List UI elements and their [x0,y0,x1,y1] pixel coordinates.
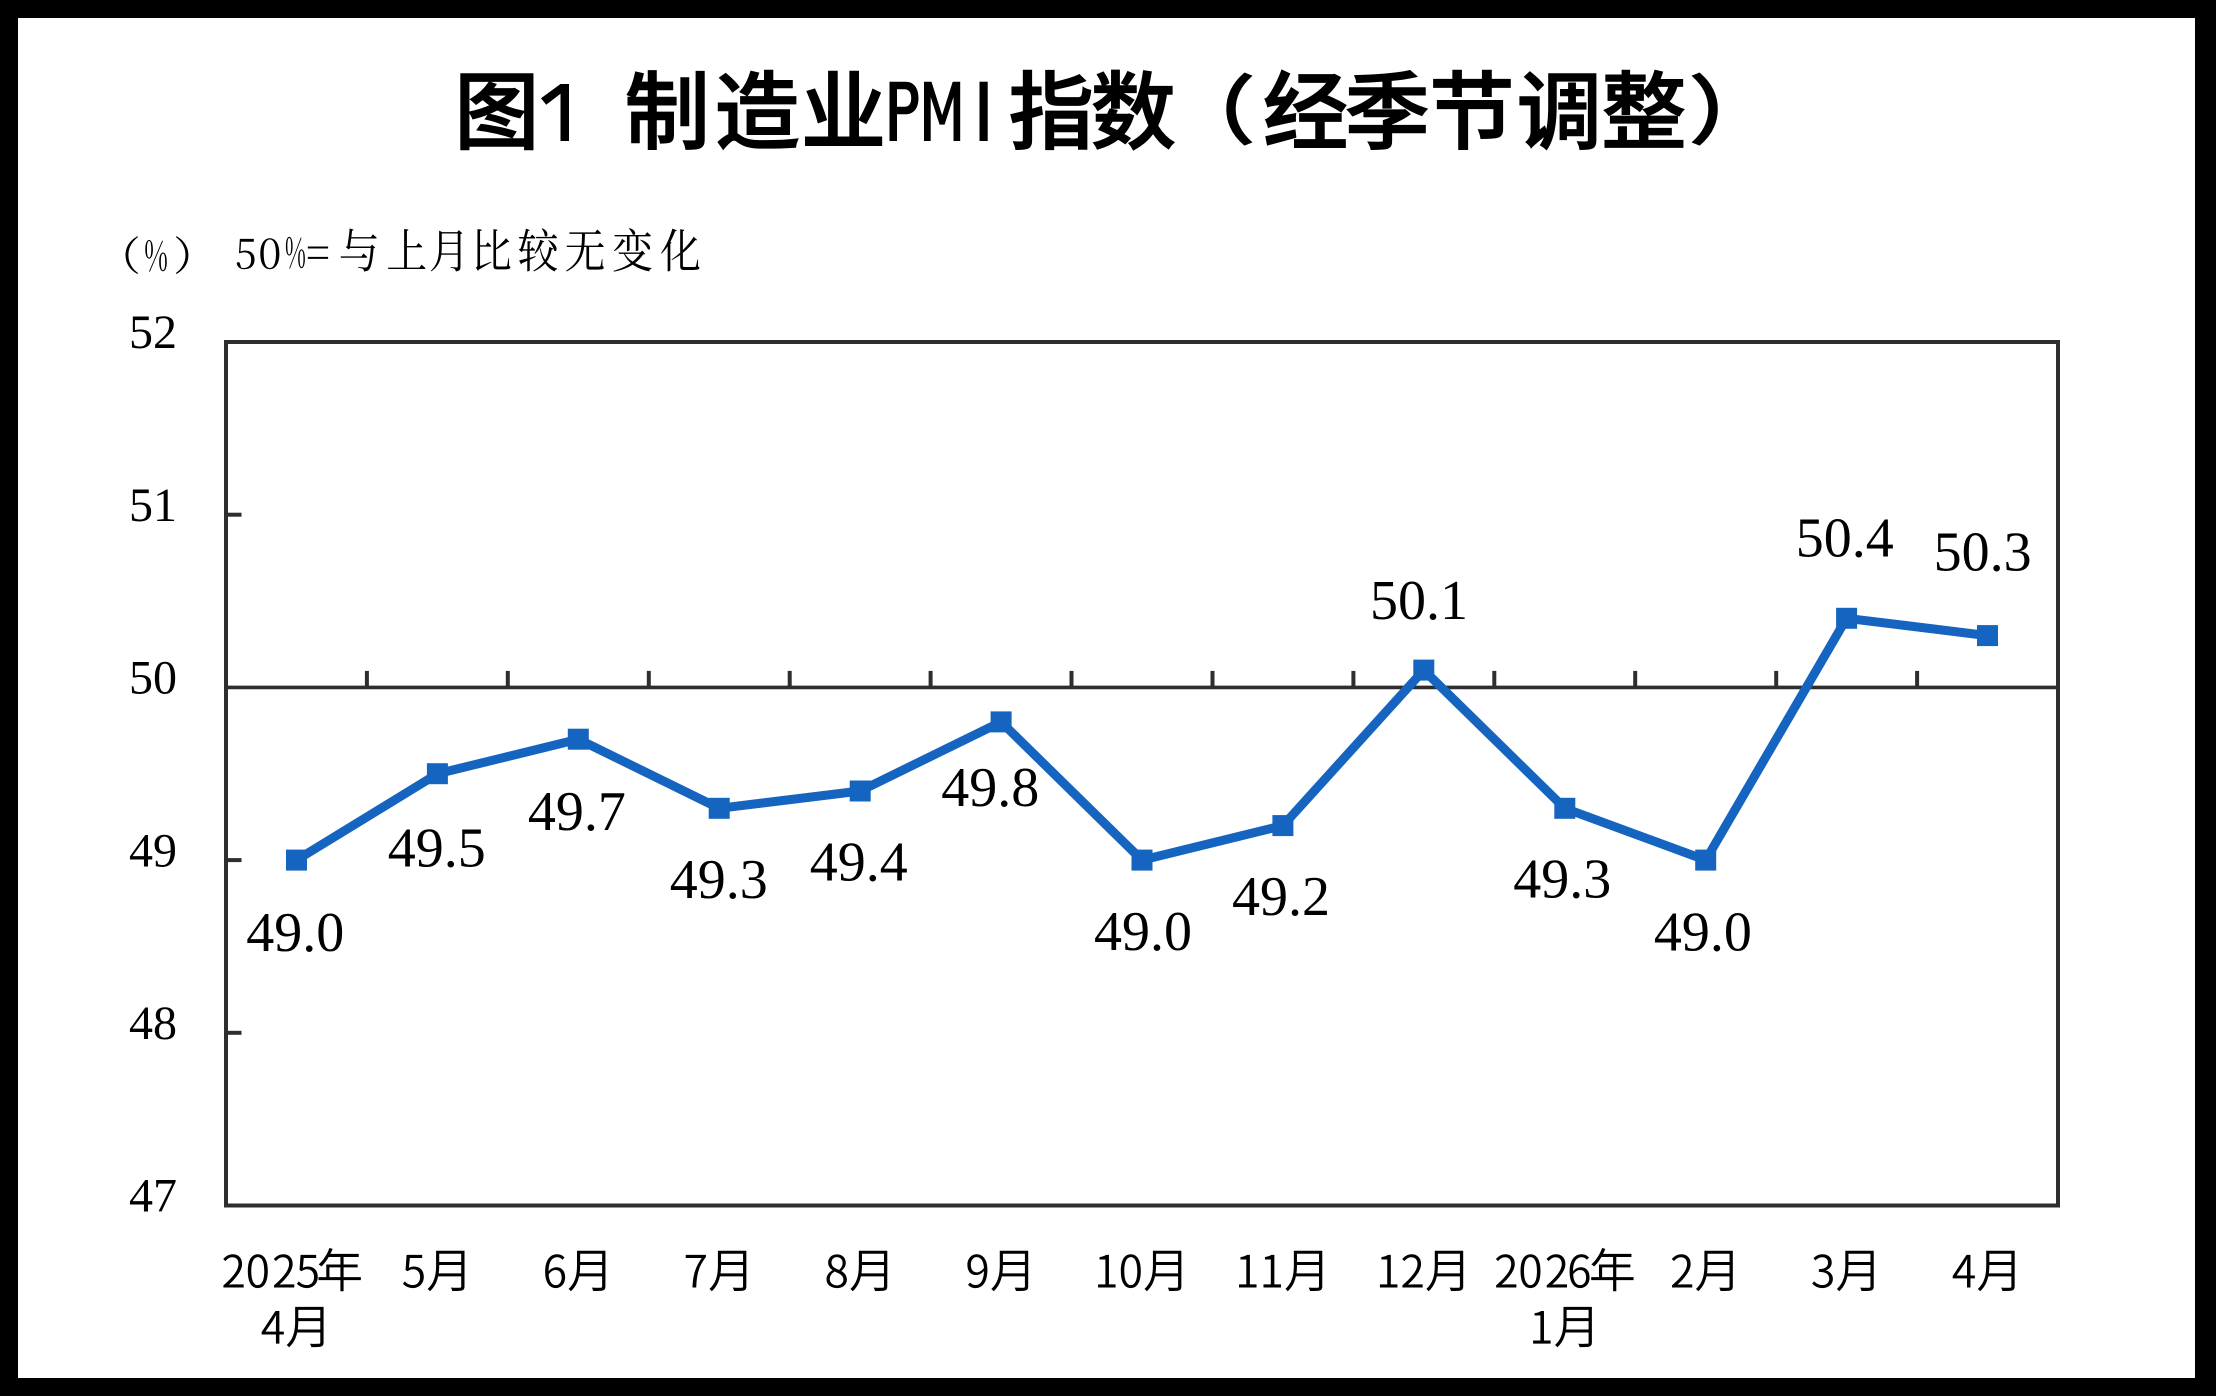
svg-text:50.3: 50.3 [1934,522,2032,584]
svg-text:49.0: 49.0 [1654,902,1752,964]
svg-text:47: 47 [129,1170,177,1223]
svg-text:49.8: 49.8 [941,757,1039,819]
svg-text:51: 51 [129,479,177,532]
svg-text:50.4: 50.4 [1796,507,1894,569]
svg-text:49.0: 49.0 [246,902,344,964]
svg-text:52: 52 [129,306,177,359]
svg-text:48: 48 [129,997,177,1050]
svg-text:49.2: 49.2 [1232,866,1330,928]
svg-text:50.1: 50.1 [1370,570,1468,632]
svg-text:49.3: 49.3 [670,849,768,911]
svg-text:49.7: 49.7 [528,781,626,843]
svg-text:50: 50 [129,652,177,705]
svg-text:49.3: 49.3 [1513,848,1611,910]
svg-text:49.4: 49.4 [810,831,908,893]
svg-text:49.0: 49.0 [1094,901,1192,963]
svg-text:49.5: 49.5 [388,818,486,880]
svg-text:49: 49 [129,824,177,877]
